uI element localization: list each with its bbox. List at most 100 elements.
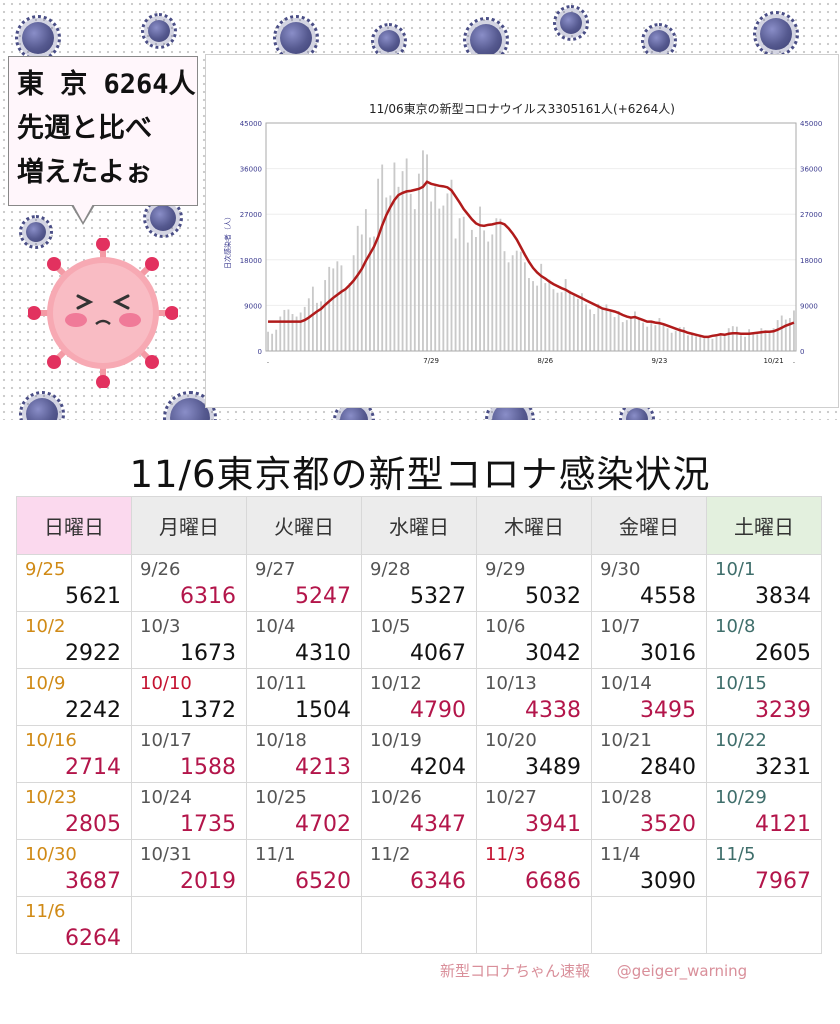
- daily-bar: [430, 201, 433, 351]
- day-date: 10/16: [25, 730, 77, 751]
- day-date: 10/4: [255, 616, 296, 637]
- daily-bar: [413, 209, 416, 351]
- virus-icon: [553, 5, 589, 41]
- daily-bar: [621, 322, 624, 351]
- x-tick-label: .: [793, 357, 795, 365]
- day-cell: 9/29 5032: [476, 554, 592, 612]
- daily-bar: [307, 298, 310, 351]
- day-date: 10/22: [715, 730, 767, 751]
- day-count: 2019: [180, 869, 236, 894]
- daily-bar: [519, 251, 522, 351]
- daily-bar: [475, 237, 477, 351]
- daily-bar: [740, 335, 742, 351]
- y-tick-label-right: 9000: [800, 302, 818, 310]
- daily-bar: [695, 336, 698, 351]
- daily-bar: [487, 241, 490, 351]
- day-count: 3520: [640, 812, 696, 837]
- day-date: 10/6: [485, 616, 526, 637]
- day-count: 4204: [410, 755, 466, 780]
- daily-bar: [691, 334, 693, 351]
- day-date: 9/30: [600, 559, 641, 580]
- day-date: 10/30: [25, 844, 77, 865]
- empty-cell: [131, 896, 247, 954]
- daily-bar: [609, 310, 612, 351]
- day-cell: 9/27 5247: [246, 554, 362, 612]
- day-count: 5621: [65, 584, 121, 609]
- day-count: 4338: [525, 698, 581, 723]
- daily-bar: [316, 302, 318, 351]
- daily-bar: [446, 193, 449, 351]
- daily-bar: [495, 218, 498, 351]
- table-row: 9/25 5621 9/26 6316 9/27 5247 9/28 5327 9/29 5032…: [16, 554, 822, 612]
- day-count: 7967: [755, 869, 811, 894]
- day-date: 10/25: [255, 787, 307, 808]
- daily-bar: [515, 250, 518, 351]
- empty-cell: [246, 896, 362, 954]
- day-date: 10/17: [140, 730, 192, 751]
- daily-bar: [287, 309, 290, 351]
- daily-bar: [438, 208, 441, 351]
- table-row: 10/23 2805 10/24 1735 10/25 4702 10/26 4347 10/2…: [16, 782, 822, 840]
- y-tick-label-right: 18000: [800, 257, 822, 265]
- daily-bar: [324, 280, 327, 351]
- daily-bar: [320, 301, 322, 351]
- footer-handle: @geiger_warning: [616, 962, 748, 980]
- daily-bar: [744, 336, 746, 351]
- day-count: 2805: [65, 812, 121, 837]
- day-cell: 10/8 2605: [706, 611, 822, 669]
- day-count: 4310: [295, 641, 351, 666]
- daily-bar: [532, 281, 534, 351]
- daily-bar: [373, 236, 375, 351]
- day-date: 11/6: [25, 901, 66, 922]
- daily-bar: [352, 255, 355, 351]
- virus-icon: [463, 17, 509, 63]
- day-count: 2714: [65, 755, 121, 780]
- daily-bar: [687, 335, 689, 351]
- daily-bar: [369, 237, 371, 351]
- daily-bar: [528, 278, 530, 351]
- y-tick-label-left: 0: [258, 348, 262, 356]
- daily-bar: [772, 328, 775, 351]
- seven-day-average-line: [268, 180, 795, 339]
- day-count: 1372: [180, 698, 236, 723]
- daily-bar: [776, 320, 779, 351]
- day-date: 10/31: [140, 844, 192, 865]
- day-count: 3687: [65, 869, 121, 894]
- chart-ylabel: 日次感染者（人）: [223, 213, 232, 269]
- daily-bar: [670, 332, 673, 351]
- bubble-line-3: 増えたよぉ: [17, 157, 152, 188]
- daily-bar: [544, 283, 547, 351]
- day-count: 2922: [65, 641, 121, 666]
- daily-bar: [568, 290, 571, 351]
- daily-bar: [605, 304, 608, 351]
- x-tick-label: 10/21: [763, 357, 783, 365]
- weekday-header: 水曜日: [361, 496, 477, 555]
- bubble-line-2: 先週と比べ: [17, 113, 152, 144]
- day-cell: 10/27 3941: [476, 782, 592, 840]
- daily-bar: [462, 216, 465, 351]
- day-count: 4558: [640, 584, 696, 609]
- empty-cell: [591, 896, 707, 954]
- day-cell: 10/14 3495: [591, 668, 707, 726]
- daily-bar: [499, 218, 502, 351]
- daily-bar: [458, 218, 461, 351]
- day-date: 10/19: [370, 730, 422, 751]
- daily-bar: [576, 298, 579, 351]
- day-date: 10/5: [370, 616, 411, 637]
- day-cell: 11/4 3090: [591, 839, 707, 897]
- daily-bar: [328, 266, 331, 351]
- day-count: 4790: [410, 698, 466, 723]
- day-count: 6686: [525, 869, 581, 894]
- daily-bar: [788, 318, 791, 351]
- day-date: 10/7: [600, 616, 641, 637]
- daily-bar: [764, 330, 767, 351]
- day-date: 10/14: [600, 673, 652, 694]
- daily-bar: [548, 279, 551, 351]
- daily-bar: [454, 238, 457, 351]
- virus-icon: [753, 11, 799, 57]
- day-count: 3231: [755, 755, 811, 780]
- virus-icon: [143, 198, 183, 238]
- daily-bar: [711, 338, 714, 351]
- daily-bar: [760, 328, 763, 351]
- daily-bar: [279, 316, 282, 351]
